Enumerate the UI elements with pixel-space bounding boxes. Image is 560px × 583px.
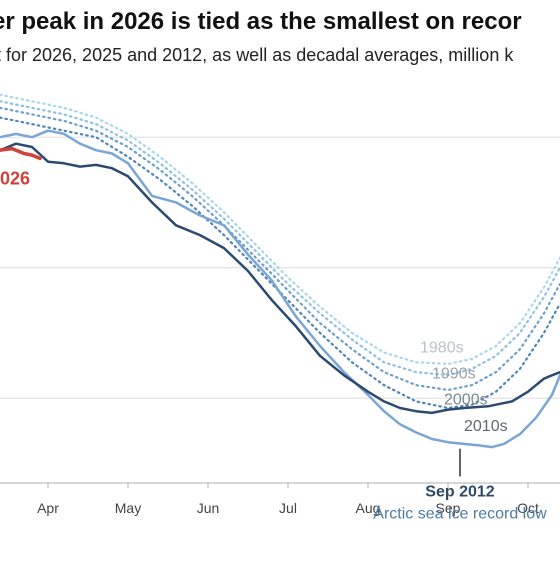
series-line-1990s — [0, 100, 560, 377]
x-tick-label-sep: Sep — [436, 500, 461, 516]
chart-subtitle: t for 2026, 2025 and 2012, as well as de… — [0, 45, 514, 65]
x-tick-label-may: May — [115, 500, 141, 516]
series-line-1980s — [0, 93, 560, 365]
series-label-2000s: 2000s — [444, 392, 488, 409]
series-line-2026 — [0, 146, 42, 161]
series-label-1990s: 1990s — [432, 366, 476, 383]
series-label-026: 026 — [0, 169, 30, 189]
series-label-2010s: 2010s — [464, 418, 508, 435]
x-tick-label-jun: Jun — [197, 500, 220, 516]
series-line-2012 — [0, 129, 560, 449]
series-label-1980s: 1980s — [420, 340, 464, 357]
x-tick-label-aug: Aug — [356, 500, 381, 516]
annotation-title: Sep 2012 — [425, 483, 494, 500]
series-line-2010s — [0, 116, 560, 410]
chart-title: er peak in 2026 is tied as the smallest … — [0, 8, 522, 35]
series-line-2025 — [0, 142, 560, 415]
x-tick-label-jul: Jul — [279, 500, 297, 516]
series-line-2000s — [0, 106, 560, 392]
x-tick-label-oct: Oct — [517, 500, 539, 516]
x-tick-label-apr: Apr — [37, 500, 59, 516]
annotation-text: Arctic sea ice record low — [373, 505, 547, 522]
